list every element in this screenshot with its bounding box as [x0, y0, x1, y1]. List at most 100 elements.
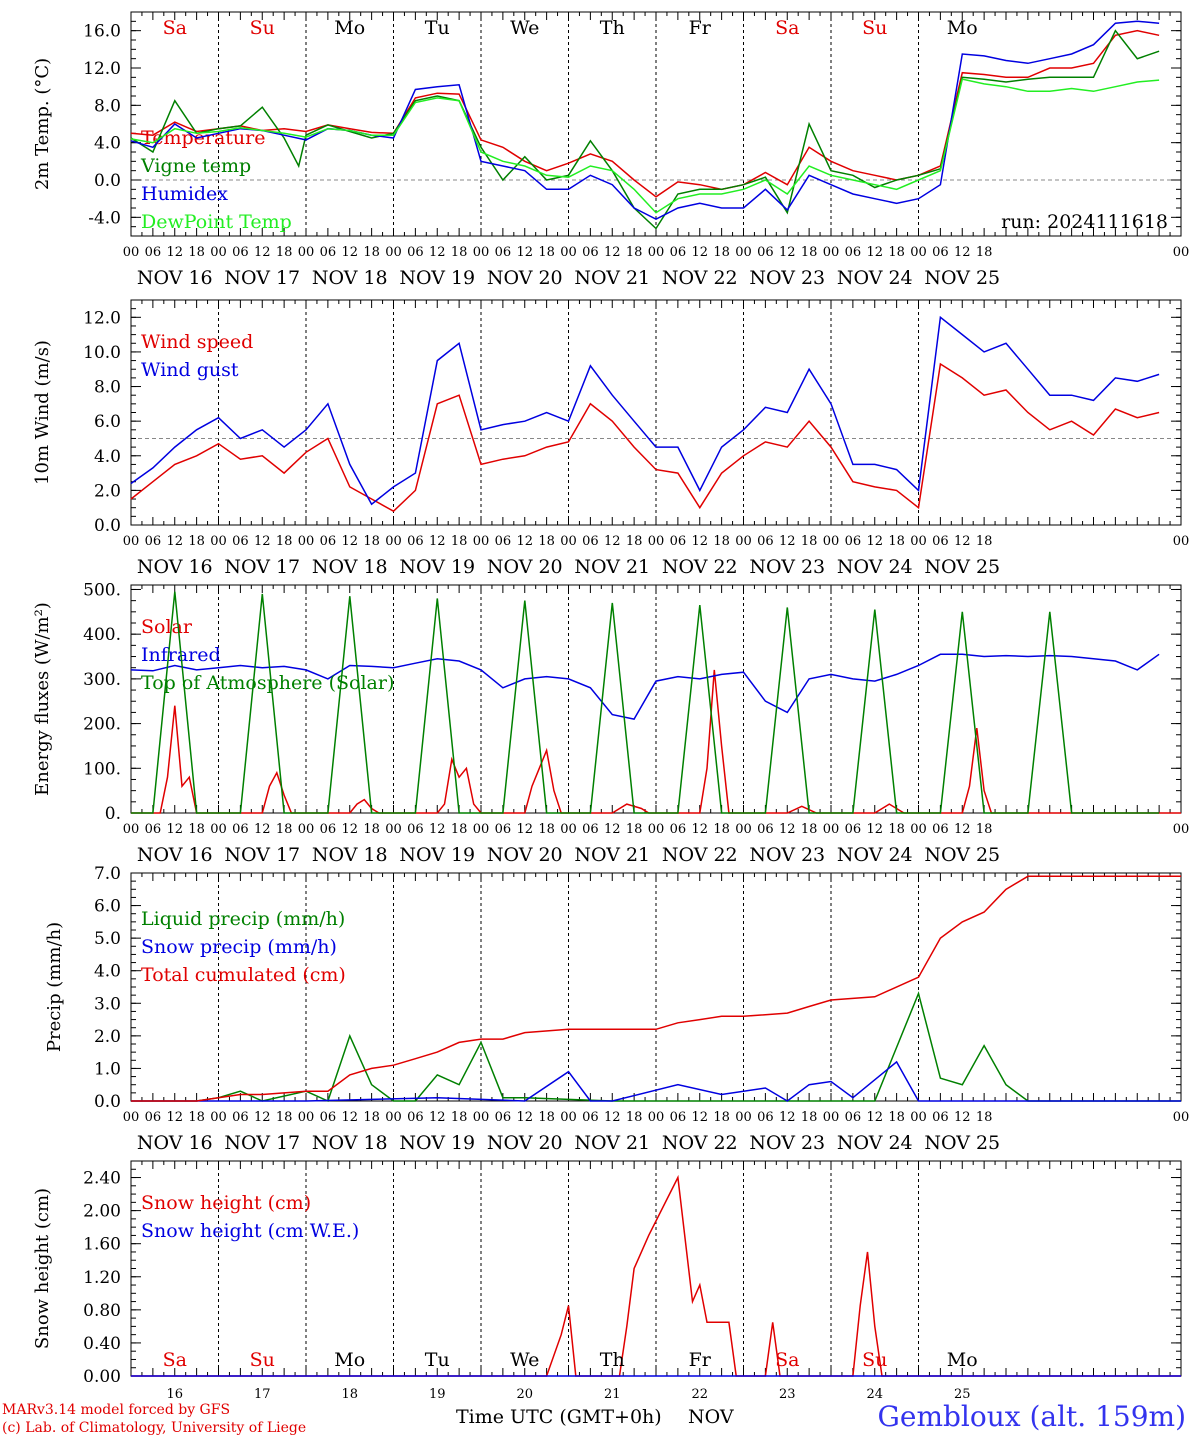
precip-date-label: NOV 16 — [137, 1132, 213, 1154]
day-number-label: 18 — [341, 1387, 358, 1400]
precip-hour-label: 12 — [429, 1110, 446, 1125]
wind-hour-label: 18 — [451, 534, 468, 549]
temp-date-label: NOV 20 — [487, 267, 563, 289]
day-name-bottom: Su — [862, 1349, 887, 1371]
energy-hour-label: 18 — [363, 822, 380, 837]
precip-hour-label: 06 — [320, 1110, 337, 1125]
energy-hour-label: 00 — [385, 822, 402, 837]
wind-hour-label: 06 — [495, 534, 512, 549]
temp-y-tick-label: 8.0 — [94, 96, 121, 116]
precip-hour-label: 00 — [735, 1110, 752, 1125]
precip-hour-label: 18 — [538, 1110, 555, 1125]
temp-series-line — [130, 29, 1160, 198]
temp-date-label: NOV 19 — [399, 267, 475, 289]
energy-date-label: NOV 18 — [312, 844, 388, 866]
energy-hour-label: 18 — [626, 822, 643, 837]
wind-hour-label: 00 — [648, 534, 665, 549]
day-name-bottom: Su — [250, 1349, 275, 1371]
snow-y-tick-label: 0.80 — [83, 1301, 121, 1321]
temp-y-axis-label: 2m Temp. (°C) — [32, 58, 53, 190]
energy-legend-entry: Top of Atmosphere (Solar) — [141, 672, 394, 694]
wind-hour-label: 00 — [735, 534, 752, 549]
energy-hour-label: 00 — [910, 822, 927, 837]
precip-y-axis-label: Precip (mm/h) — [44, 922, 65, 1052]
temp-hour-label: 18 — [276, 245, 293, 260]
temp-hour-label: 00 — [473, 245, 490, 260]
wind-date-label: NOV 21 — [574, 556, 650, 578]
precip-hour-label: 00 — [123, 1110, 140, 1125]
precip-hour-label: 06 — [495, 1110, 512, 1125]
energy-date-label: NOV 22 — [662, 844, 738, 866]
precip-hour-label: 06 — [932, 1110, 949, 1125]
run-label: run: 2024111618 — [1001, 211, 1168, 233]
temp-frame — [130, 11, 1182, 237]
wind-hour-label: 00 — [1173, 534, 1190, 549]
energy-hour-label: 12 — [866, 822, 883, 837]
precip-hour-label: 12 — [166, 1110, 183, 1125]
day-name-top: Sa — [163, 17, 187, 39]
wind-hour-label: 18 — [538, 534, 555, 549]
energy-date-label: NOV 23 — [749, 844, 825, 866]
precip-hour-label: 18 — [451, 1110, 468, 1125]
station-name: Gembloux (alt. 159m) — [877, 1400, 1187, 1433]
precip-hour-label: 00 — [298, 1110, 315, 1125]
energy-hour-label: 18 — [188, 822, 205, 837]
temp-legend-entry: Vigne temp — [140, 155, 251, 177]
wind-date-label: NOV 25 — [924, 556, 1000, 578]
day-name-top: Su — [250, 17, 275, 39]
day-name-top: Tu — [425, 17, 450, 39]
temp-hour-label: 12 — [254, 245, 271, 260]
temp-hour-label: 12 — [604, 245, 621, 260]
precip-legend-entry: Total cumulated (cm) — [141, 964, 346, 986]
precip-hour-label: 06 — [232, 1110, 249, 1125]
precip-hour-label: 18 — [976, 1110, 993, 1125]
temp-hour-label: 06 — [670, 245, 687, 260]
day-number-label: 23 — [779, 1387, 796, 1400]
energy-hour-label: 00 — [1173, 822, 1190, 837]
temp-hour-label: 00 — [123, 245, 140, 260]
precip-y-tick-label: 2.0 — [94, 1027, 121, 1047]
wind-y-tick-label: 4.0 — [94, 447, 121, 467]
temp-hour-label: 12 — [429, 245, 446, 260]
temp-series-line — [130, 78, 1160, 214]
energy-date-label: NOV 24 — [837, 844, 913, 866]
precip-legend-entry: Snow precip (mm/h) — [141, 936, 337, 958]
energy-y-tick-label: 400. — [83, 625, 121, 645]
energy-y-tick-label: 200. — [83, 715, 121, 735]
day-name-bottom: We — [510, 1349, 539, 1371]
temp-hour-label: 12 — [516, 245, 533, 260]
wind-date-label: NOV 18 — [312, 556, 388, 578]
temp-hour-label: 12 — [779, 245, 796, 260]
day-name-top: Sa — [775, 17, 799, 39]
energy-date-label: NOV 17 — [224, 844, 300, 866]
energy-series-line — [131, 591, 1160, 814]
temp-y-tick-label: -4.0 — [88, 208, 121, 228]
energy-y-axis-label: Energy fluxes (W/m²) — [32, 602, 53, 796]
temp-hour-label: 06 — [232, 245, 249, 260]
precip-series-line — [131, 991, 1181, 1103]
wind-hour-label: 18 — [713, 534, 730, 549]
temp-hour-label: 18 — [888, 245, 905, 260]
temp-date-label: NOV 25 — [924, 267, 1000, 289]
temp-hour-label: 06 — [407, 245, 424, 260]
temp-legend-entry: Temperature — [141, 127, 265, 149]
snow-legend-entry: Snow height (cm) — [141, 1192, 311, 1214]
energy-hour-label: 06 — [670, 822, 687, 837]
energy-hour-label: 06 — [320, 822, 337, 837]
temp-hour-label: 12 — [166, 245, 183, 260]
meteogram: -4.0 0.0 4.0 8.0 12.0 16.0 2m Temp. (°C) 00 06 12… — [32, 11, 1190, 1400]
wind-hour-label: 00 — [910, 534, 927, 549]
day-name-top: Mo — [947, 17, 978, 39]
temp-hour-label: 00 — [1173, 245, 1190, 260]
energy-series-line — [130, 653, 1160, 720]
precip-hour-label: 12 — [254, 1110, 271, 1125]
wind-y-tick-label: 8.0 — [94, 378, 121, 398]
wind-hour-label: 06 — [320, 534, 337, 549]
energy-hour-label: 12 — [429, 822, 446, 837]
energy-hour-label: 12 — [254, 822, 271, 837]
day-number-label: 24 — [866, 1387, 883, 1400]
temp-y-tick-label: 16.0 — [83, 22, 121, 42]
energy-hour-label: 06 — [582, 822, 599, 837]
precip-hour-label: 00 — [648, 1110, 665, 1125]
precip-hour-label: 12 — [604, 1110, 621, 1125]
